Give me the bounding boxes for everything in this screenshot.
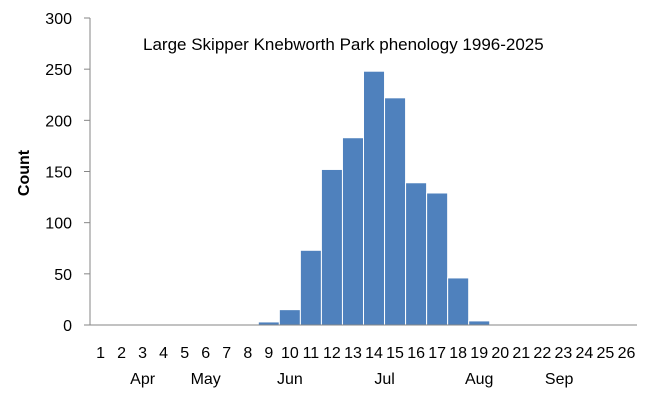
y-tick-label: 200 [45, 113, 72, 130]
bar-week-14 [363, 70, 386, 326]
bar-week-19 [468, 320, 491, 326]
bar-week-18 [447, 277, 470, 326]
month-label-jul: Jul [374, 371, 394, 388]
y-tick-label: 300 [45, 11, 72, 28]
x-tick-label: 3 [138, 345, 147, 362]
x-tick-label: 26 [618, 345, 636, 362]
bar-week-13 [341, 137, 364, 326]
x-tick-label: 23 [554, 345, 572, 362]
month-labels: Apr May Jun Jul Aug Sep [130, 371, 573, 388]
bar-week-11 [299, 249, 322, 326]
y-tick-label: 250 [45, 62, 72, 79]
y-tick-label: 100 [45, 216, 72, 233]
x-tick-label: 8 [243, 345, 252, 362]
month-label-apr: Apr [130, 371, 156, 388]
month-label-may: May [191, 371, 221, 388]
x-tick-label: 19 [470, 345, 488, 362]
x-tick-label: 5 [180, 345, 189, 362]
month-label-aug: Aug [465, 371, 493, 388]
y-tick-label: 50 [54, 267, 72, 284]
x-tick-label: 21 [512, 345, 530, 362]
axes [89, 18, 637, 326]
bar-week-17 [426, 192, 449, 326]
x-tick-label: 16 [407, 345, 425, 362]
y-tick-label: 0 [63, 318, 72, 335]
x-tick-label: 4 [159, 345, 168, 362]
month-label-sep: Sep [545, 371, 574, 388]
x-tick-label: 9 [264, 345, 273, 362]
bar-week-10 [278, 309, 301, 326]
x-tick-label: 25 [597, 345, 615, 362]
month-label-jun: Jun [277, 371, 303, 388]
y-axis-label: Count [16, 149, 33, 196]
x-tick-label: 20 [491, 345, 509, 362]
x-tick-label: 2 [117, 345, 126, 362]
x-tick-label: 22 [533, 345, 551, 362]
x-tick-label: 24 [576, 345, 594, 362]
x-tick-label: 7 [222, 345, 231, 362]
x-tick-label: 17 [428, 345, 446, 362]
chart-title: Large Skipper Knebworth Park phenology 1… [143, 35, 544, 54]
x-tick-label: 10 [281, 345, 299, 362]
x-tick-label: 6 [201, 345, 210, 362]
x-tick-label: 13 [344, 345, 362, 362]
x-tick-label: 12 [323, 345, 341, 362]
bar-series [257, 70, 491, 326]
x-tick-label: 14 [365, 345, 383, 362]
bar-week-16 [405, 182, 428, 326]
x-tick-label: 18 [449, 345, 467, 362]
x-tick-label: 11 [303, 345, 320, 362]
y-tick-label: 150 [45, 165, 72, 182]
bar-week-15 [384, 97, 407, 326]
x-tick-label: 1 [96, 345, 105, 362]
bar-week-12 [320, 168, 343, 326]
y-axis-ticks: 0 50 100 150 200 250 300 [45, 11, 90, 335]
x-tick-label: 15 [386, 345, 404, 362]
x-axis-ticks: 1 2 3 4 5 6 7 8 9 10 11 12 13 14 15 16 17 18 19 20 21 22 23 24 2… [96, 345, 635, 362]
